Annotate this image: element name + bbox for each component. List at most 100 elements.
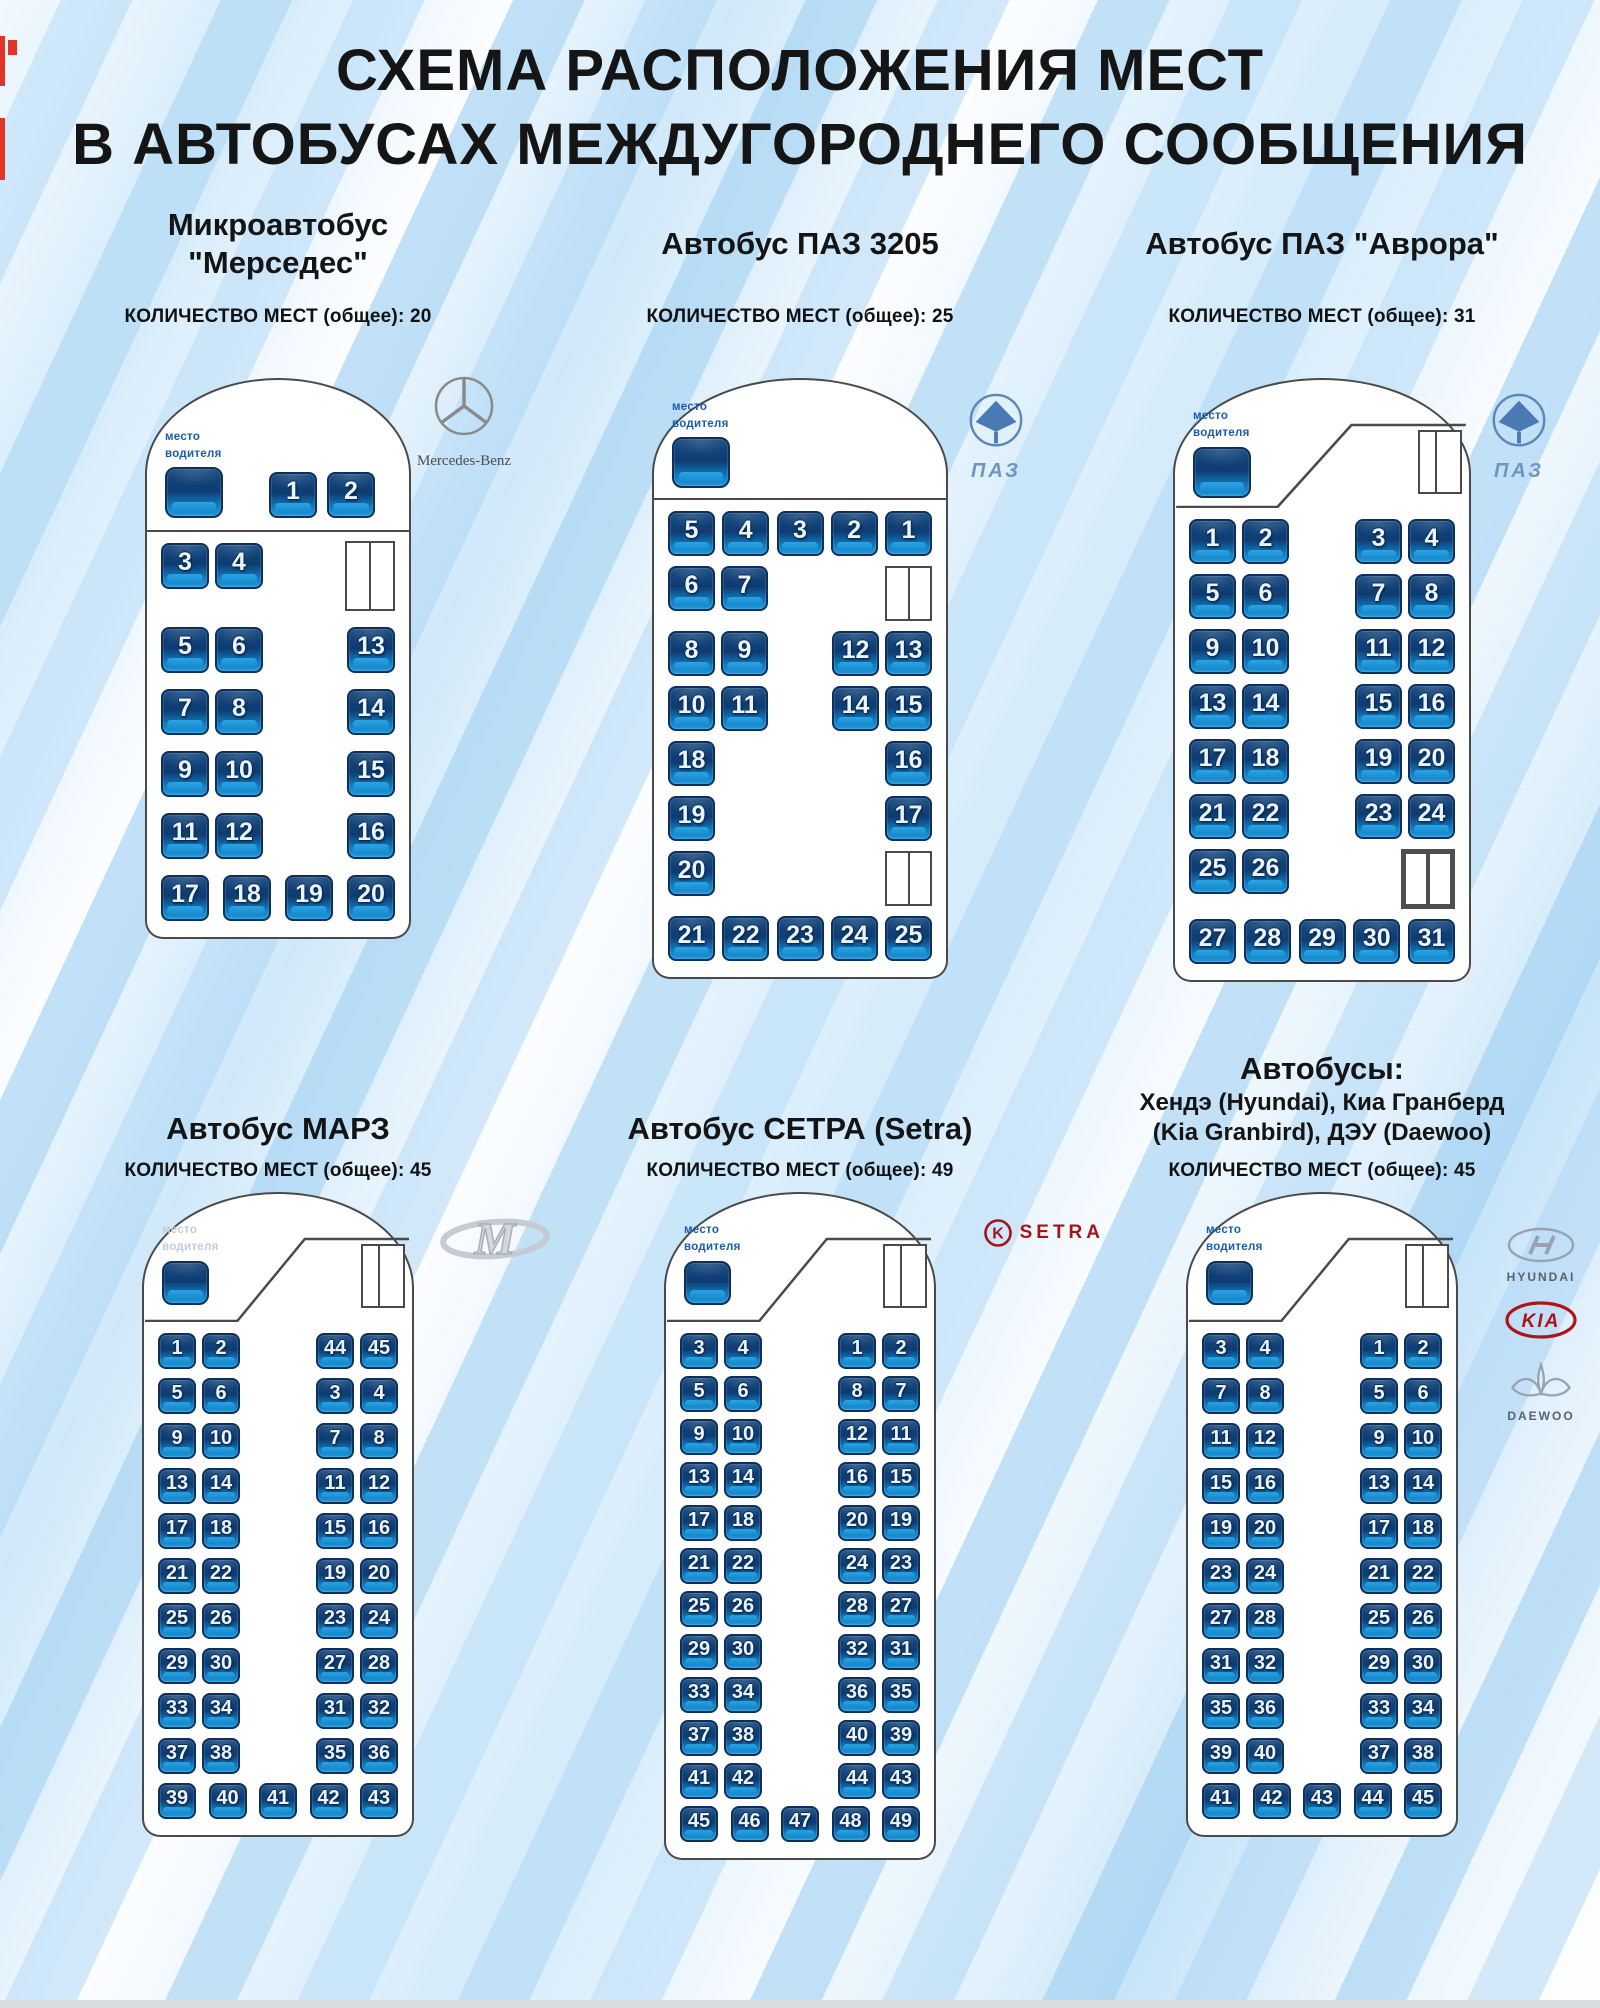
- bus-title-line: (Kia Granbird), ДЭУ (Daewoo): [1152, 1119, 1492, 1147]
- seat: 31: [316, 1693, 354, 1730]
- seat-number: 21: [677, 920, 706, 949]
- seat-number: 3: [1215, 1337, 1227, 1360]
- seat-pair-left: 19: [668, 796, 715, 842]
- seat-number: 5: [693, 1380, 705, 1403]
- seat-number: 19: [1364, 743, 1393, 772]
- seat-number: 23: [1364, 798, 1393, 827]
- seat: 23: [1202, 1558, 1240, 1595]
- seat-row: 13 14 11 12: [158, 1468, 398, 1505]
- seat: 27: [1189, 919, 1236, 965]
- seat: 15: [882, 1462, 920, 1499]
- bus-diagram-wrap: место водителя 1 2 44 45 5 6 3 4 9 10 7 8 13 14 11 12 17 18…: [142, 1192, 550, 1838]
- seat: 17: [1360, 1513, 1398, 1550]
- seat-number: 15: [1209, 1472, 1233, 1495]
- driver-label-line: место: [1193, 410, 1229, 423]
- seat-number: 3: [693, 1337, 705, 1360]
- seat-count-label: КОЛИЧЕСТВО МЕСТ (общее): 45: [124, 1160, 432, 1182]
- seat-number: 5: [1373, 1382, 1385, 1405]
- driver-seat-label: место водителя: [162, 1222, 219, 1255]
- seat-number: 7: [178, 694, 192, 723]
- seat-number: 3: [1371, 523, 1386, 552]
- seat: 7: [161, 689, 209, 736]
- seat-number: 15: [323, 1517, 347, 1540]
- scan-artifact: [8, 40, 17, 55]
- seat-number: 12: [367, 1472, 391, 1495]
- seat: 25: [885, 916, 932, 962]
- svg-text:KIA: KIA: [1522, 1311, 1561, 1332]
- seat-number: 20: [845, 1509, 869, 1532]
- seat: 28: [1243, 919, 1291, 965]
- seat-row: 5 6 13: [161, 627, 395, 674]
- seat: 1: [885, 511, 932, 557]
- seat-number: 6: [1417, 1382, 1429, 1405]
- seat: 5: [668, 511, 715, 557]
- seat: 1: [1360, 1333, 1398, 1370]
- seat-number: 12: [225, 818, 253, 847]
- seat: 10: [724, 1419, 762, 1456]
- paz-text: ПАЗ: [1494, 460, 1544, 483]
- seat-pair-left: 11 12: [161, 813, 263, 860]
- seat-pair-left: 9 10: [1189, 629, 1289, 675]
- bus-title-line: Автобусы:: [1240, 1050, 1404, 1086]
- seat-number: 41: [266, 1787, 290, 1810]
- seat-number: 23: [323, 1607, 347, 1630]
- seat-number: 24: [840, 920, 869, 949]
- seat-row: 17 18 15 16: [158, 1513, 398, 1550]
- seat: 25: [1360, 1603, 1398, 1640]
- seat: 11: [161, 813, 209, 860]
- seat-number: 3: [329, 1382, 341, 1405]
- seat-number: 42: [317, 1787, 340, 1810]
- seat: 11: [1355, 629, 1402, 675]
- seat-number: 23: [786, 920, 814, 949]
- seat-number: 30: [209, 1652, 233, 1675]
- seat-number: 29: [1367, 1652, 1391, 1675]
- seat-number: 25: [1198, 853, 1227, 882]
- seat-number: 9: [178, 756, 192, 785]
- seat: 41: [680, 1763, 718, 1800]
- seat: 35: [1202, 1693, 1240, 1730]
- door-panel: [347, 543, 371, 610]
- panel-aurora: Автобус ПАЗ "Аврора" КОЛИЧЕСТВО МЕСТ (об…: [1068, 194, 1576, 983]
- seat: 6: [668, 566, 715, 612]
- seat-row: 17 18 19 20: [1189, 739, 1455, 785]
- seat: 12: [215, 813, 263, 860]
- seat-pair-right: 36 35: [838, 1677, 920, 1714]
- door-panel: [371, 543, 393, 609]
- seat-row: 1 2 44 45: [158, 1333, 398, 1370]
- seat: 10: [1404, 1423, 1442, 1460]
- front-partition-line: [144, 1238, 410, 1323]
- brand-logo: ПАЗ: [1479, 392, 1559, 483]
- bus-outline: место водителя 1 2 3 4 5 6 13 7 8 14 9 10 15 11 12 16 17 18…: [145, 378, 411, 940]
- seat-row: 11 12 16: [161, 813, 395, 860]
- seat-number: 41: [687, 1767, 711, 1790]
- bus-outline: место водителя 5 4 3 2 1 6 7 8 9 12 13 10 11 14 15 18 16 19…: [652, 378, 948, 980]
- panel-paz3205: Автобус ПАЗ 3205 КОЛИЧЕСТВО МЕСТ (общее)…: [546, 194, 1054, 982]
- seat: 13: [1360, 1468, 1398, 1505]
- seat: 16: [885, 741, 932, 787]
- seat-number: 34: [1411, 1697, 1435, 1720]
- seat: 22: [1404, 1558, 1442, 1595]
- seat: 3: [1355, 519, 1402, 565]
- seat: 36: [360, 1738, 398, 1775]
- front-partition-line: [666, 1238, 932, 1323]
- seat-pair-right: 9 10: [1360, 1423, 1442, 1460]
- seat-number: 7: [329, 1427, 341, 1450]
- seat: 35: [316, 1738, 354, 1775]
- seat: 29: [680, 1634, 718, 1671]
- seat-number: 17: [171, 880, 199, 909]
- bottom-edge-strip: [0, 2000, 1600, 2008]
- seat-number: 30: [1362, 923, 1391, 952]
- seat-number: 6: [215, 1382, 227, 1405]
- seat: 20: [1408, 739, 1455, 785]
- seat-number: 13: [165, 1472, 189, 1495]
- paz-logo: ПАЗ: [956, 392, 1036, 483]
- seat-number: 10: [225, 756, 253, 785]
- seat-row: 9 10 7 8: [158, 1423, 398, 1460]
- seat-number: 11: [1365, 633, 1392, 662]
- seat-number: 34: [209, 1697, 233, 1720]
- seat: 3: [1202, 1333, 1240, 1370]
